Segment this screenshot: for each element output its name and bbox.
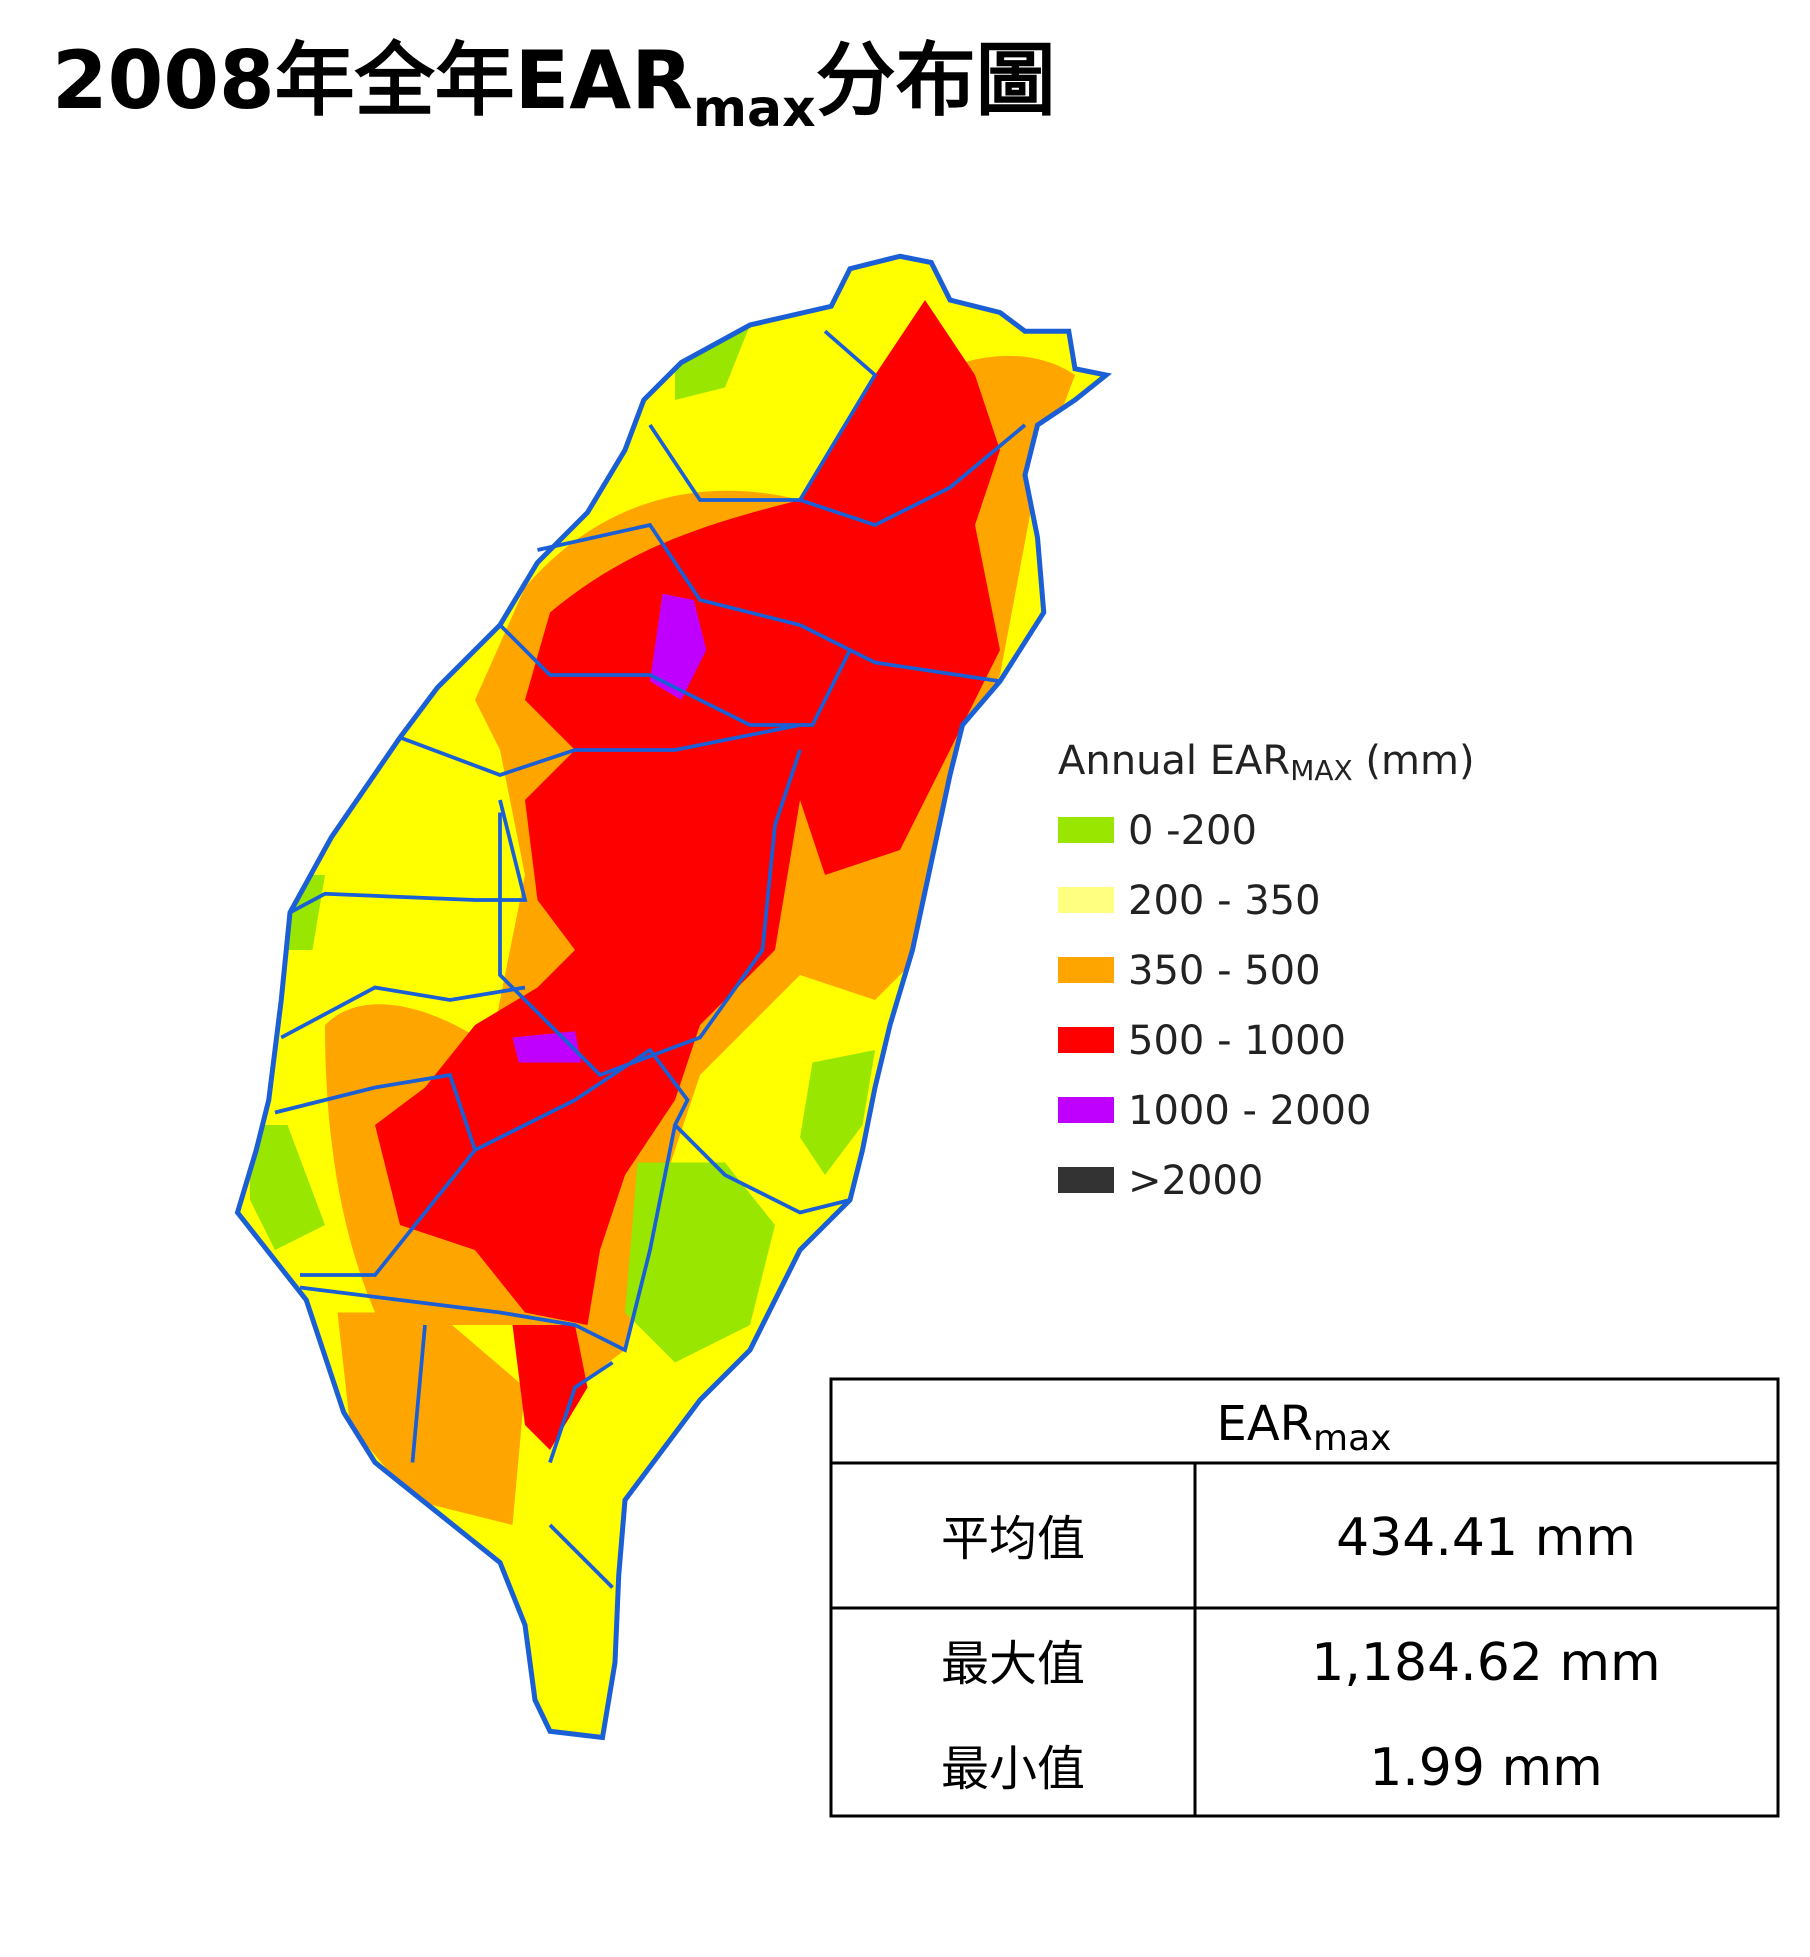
row-label: 最小值 [941, 1741, 1085, 1797]
legend-swatch [1058, 1167, 1114, 1193]
legend-label: 500 - 1000 [1128, 1018, 1346, 1064]
legend-title-sub: MAX [1290, 754, 1353, 787]
row-value: 1,184.62 mm [1311, 1633, 1660, 1693]
stats-table: EARmax 平均值 434.41 mm 最大值 1,184.62 mm 最小值 1.99… [829, 1377, 1780, 1818]
legend-title-main: Annual EAR [1058, 738, 1290, 784]
legend-label: 0 -200 [1128, 808, 1257, 854]
row-label: 最大值 [941, 1636, 1085, 1692]
legend-swatch [1058, 817, 1114, 843]
legend: Annual EARMAX (mm) 0 -200 200 - 350 350 - … [1058, 738, 1475, 1204]
legend-swatch [1058, 957, 1114, 983]
title-sub: max [693, 79, 816, 139]
title-main: 2008年全年EAR [52, 34, 693, 127]
legend-title: Annual EARMAX (mm) [1058, 738, 1475, 787]
row-value: 434.41 mm [1336, 1508, 1636, 1568]
legend-label: >2000 [1128, 1158, 1263, 1204]
legend-title-unit: (mm) [1353, 738, 1475, 784]
legend-swatch [1058, 887, 1114, 913]
title: 2008年全年EARmax分布圖 [52, 34, 1056, 139]
table-header: EARmax [1217, 1396, 1392, 1459]
table-header-sub: max [1313, 1418, 1391, 1459]
row-value: 1.99 mm [1369, 1738, 1603, 1798]
table-header-main: EAR [1217, 1396, 1314, 1452]
legend-swatch [1058, 1027, 1114, 1053]
row-label: 平均值 [941, 1511, 1085, 1567]
title-tail: 分布圖 [816, 34, 1056, 127]
legend-label: 1000 - 2000 [1128, 1088, 1371, 1134]
legend-label: 350 - 500 [1128, 948, 1321, 994]
legend-swatch [1058, 1097, 1114, 1123]
table-border [829, 1377, 1780, 1818]
legend-label: 200 - 350 [1128, 878, 1321, 924]
